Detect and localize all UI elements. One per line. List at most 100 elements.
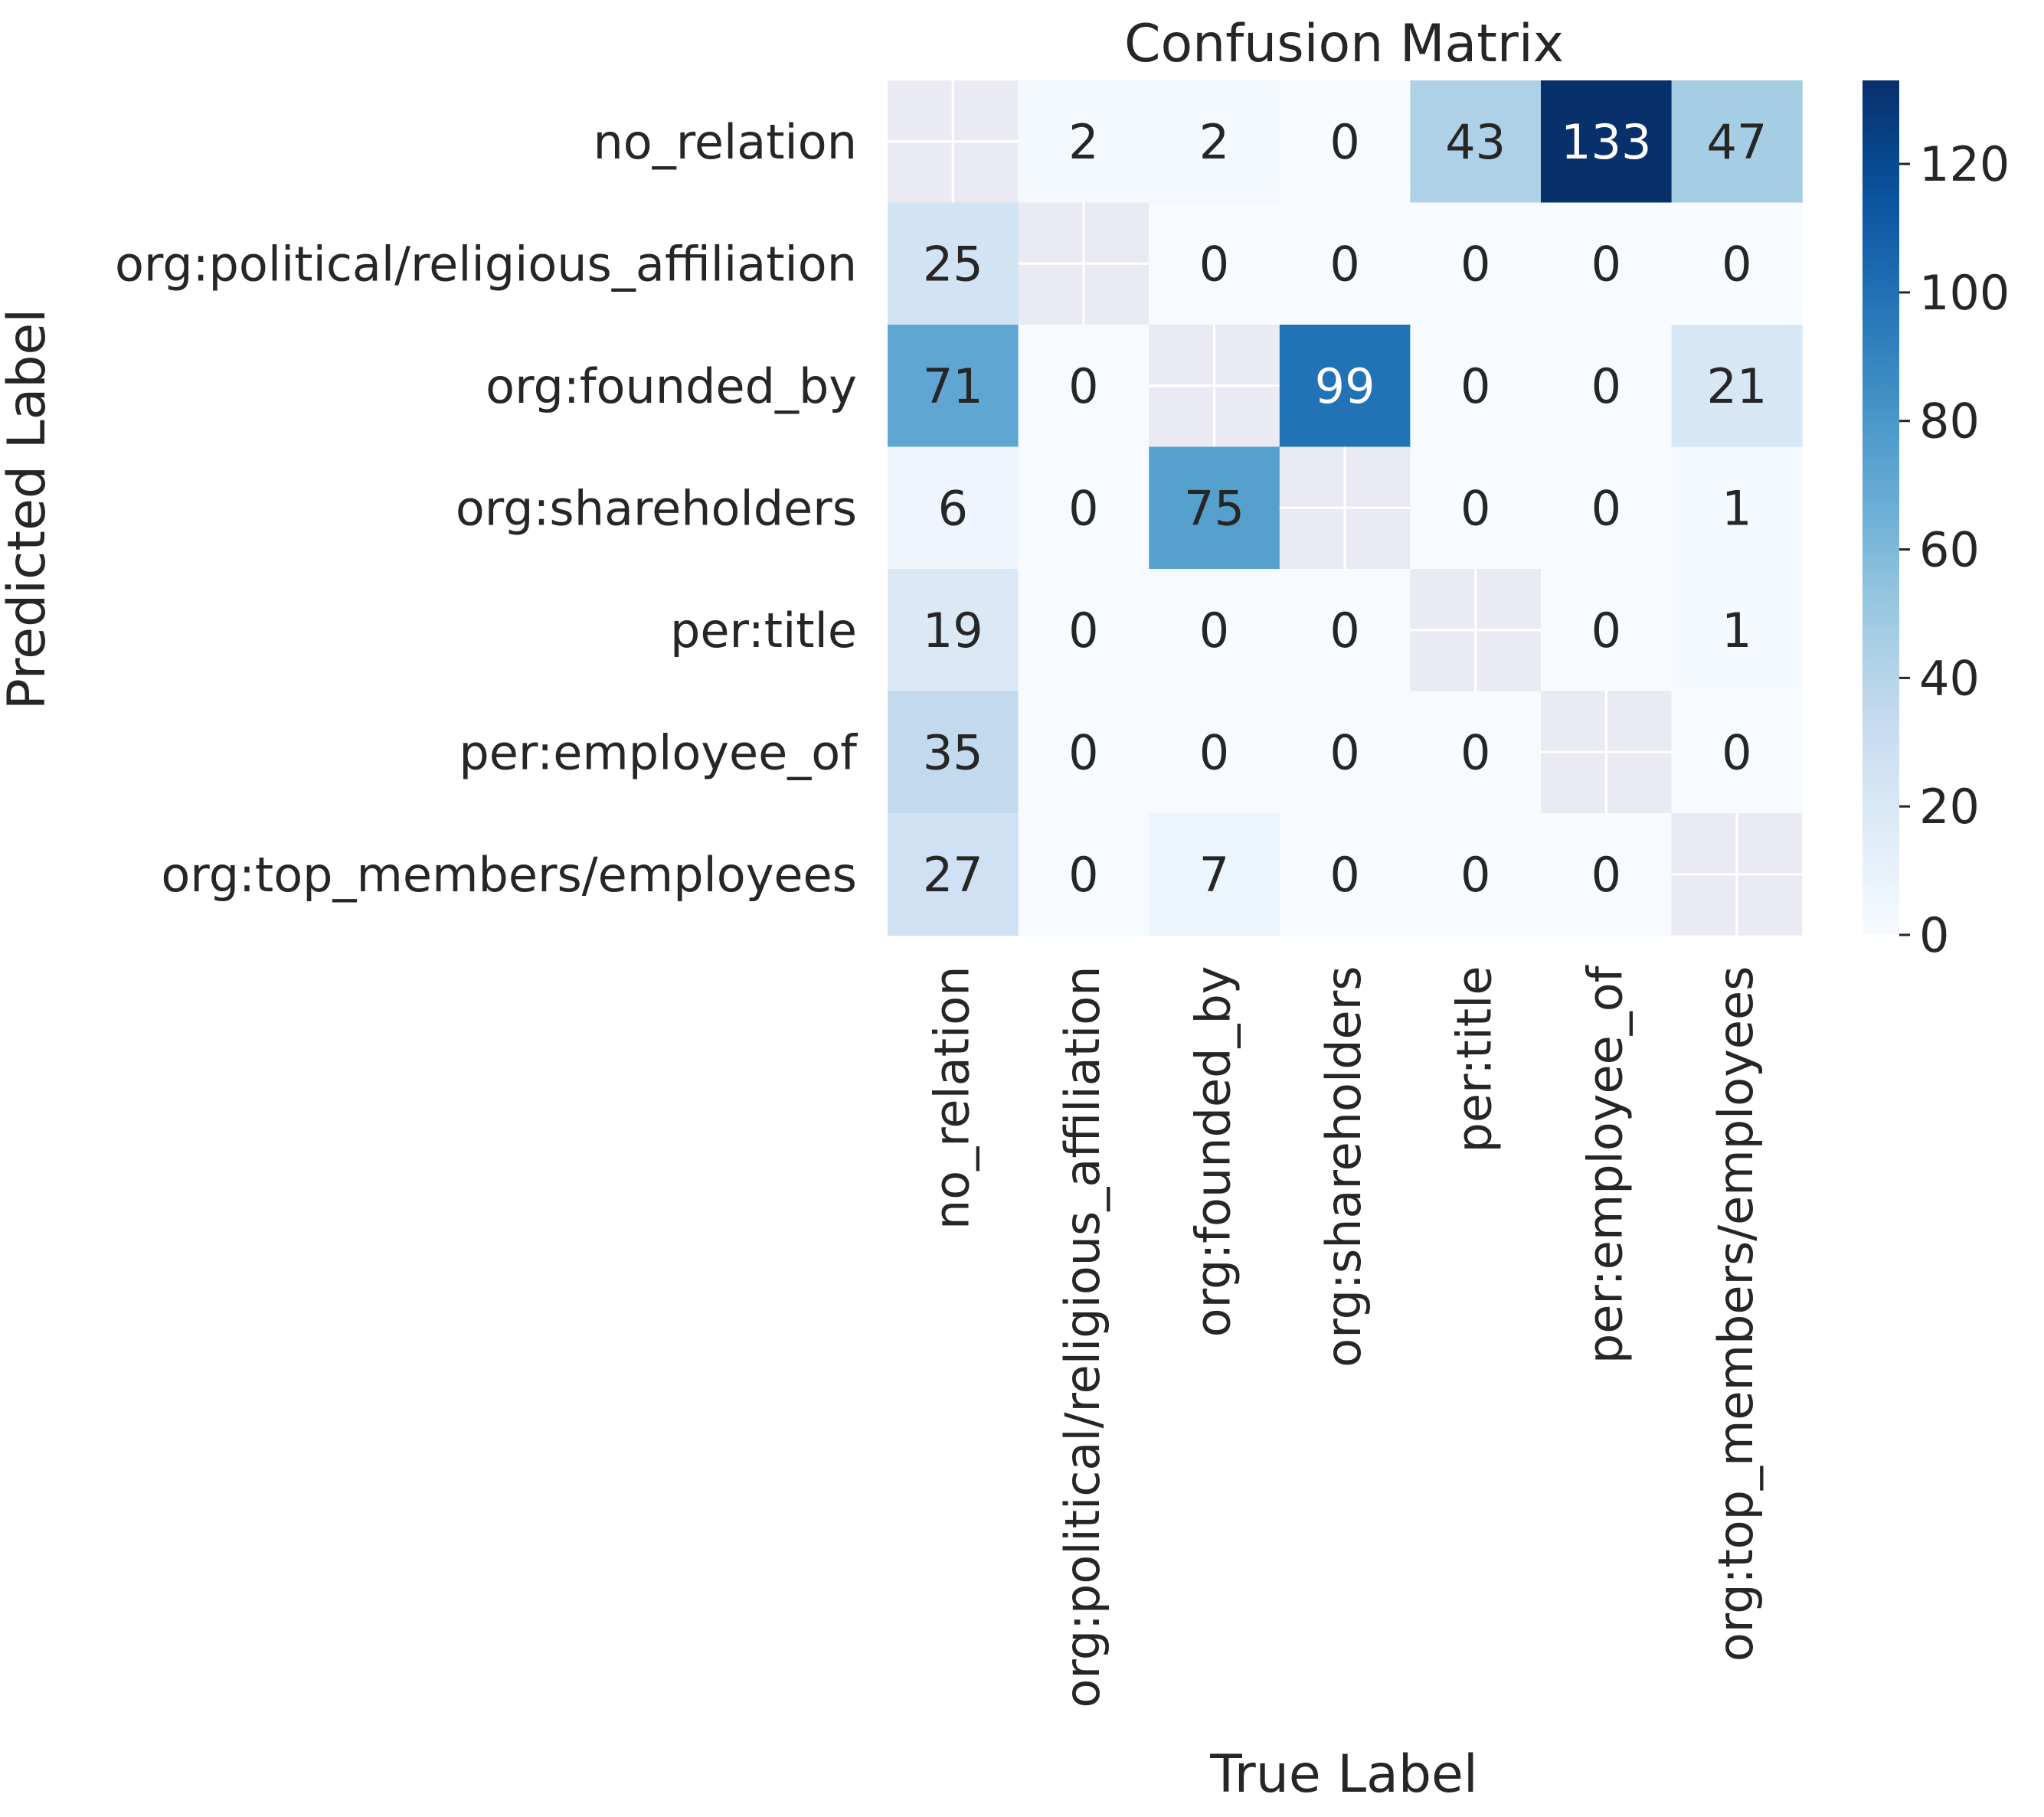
cell-value-label: 0 [1329, 724, 1359, 780]
heatmap-cell [1018, 325, 1150, 448]
heatmap-cell [888, 325, 1019, 448]
heatmap-cell [888, 202, 1019, 325]
cell-value-label: 25 [923, 236, 983, 292]
cell-value-label: 0 [1591, 847, 1621, 903]
heatmap-cell [1018, 691, 1150, 814]
x-tick-label: org:shareholders [1316, 966, 1372, 1368]
x-tick-label: no_relation [924, 966, 979, 1230]
y-axis-label: Predicted Label [0, 309, 57, 710]
heatmap-cell [1149, 202, 1280, 325]
cell-value-label: 21 [1706, 358, 1767, 414]
heatmap-cell [1410, 202, 1542, 325]
cell-value-label: 0 [1460, 480, 1490, 536]
x-tick-labels: no_relation org:political/religious_affil… [924, 964, 1764, 1708]
cell-value-label: 2 [1068, 114, 1098, 170]
heatmap-cell [888, 813, 1019, 936]
chart-title: Confusion Matrix [1124, 14, 1564, 74]
cell-value-label: 0 [1460, 847, 1490, 903]
x-tick-label: org:founded_by [1186, 966, 1241, 1338]
heatmap-cell [1410, 325, 1542, 448]
cell-value-label: 0 [1068, 358, 1098, 414]
cell-value-label: 0 [1199, 603, 1229, 658]
heatmap-cell [1279, 569, 1411, 692]
cell-value-label: 1 [1722, 603, 1751, 658]
cell-value-label: 0 [1591, 480, 1621, 536]
heatmap-cell [1279, 691, 1411, 814]
heatmap-cell [1149, 80, 1280, 204]
cell-value-label: 0 [1722, 236, 1751, 292]
cell-value-label: 0 [1329, 236, 1359, 292]
cell-value-label: 71 [923, 358, 983, 414]
heatmap-cell [1541, 446, 1673, 570]
heatmap-cell [1279, 325, 1411, 448]
colorbar-tick-label: 20 [1919, 779, 1980, 835]
y-tick-label: no_relation [594, 114, 857, 170]
colorbar-tick-label: 60 [1919, 522, 1980, 578]
cell-value-label: 0 [1329, 847, 1359, 903]
heatmap-cell [888, 691, 1019, 814]
colorbar-gradient [1862, 80, 1899, 935]
heatmap-cell [1279, 813, 1411, 936]
heatmap-cell [1671, 325, 1803, 448]
cell-value-label: 0 [1068, 847, 1098, 903]
heatmap-cell [1149, 569, 1280, 692]
heatmap-cell [1671, 691, 1803, 814]
heatmap-cell [1410, 813, 1542, 936]
colorbar: 0 20 40 60 80 100 120 [1862, 80, 2010, 963]
cell-value-label: 47 [1706, 114, 1767, 170]
cell-value-label: 43 [1445, 114, 1506, 170]
heatmap-cell [1018, 569, 1150, 692]
cell-value-label: 0 [1329, 603, 1359, 658]
heatmap-cell [1671, 446, 1803, 570]
heatmap-cell [1671, 569, 1803, 692]
x-tick-label: per:title [1447, 966, 1503, 1153]
cell-value-label: 0 [1068, 603, 1098, 658]
cell-value-label: 19 [923, 603, 983, 658]
x-axis-label: True Label [1209, 1744, 1478, 1805]
colorbar-tick-label: 100 [1919, 265, 2010, 321]
heatmap-cell [1541, 202, 1673, 325]
cell-value-label: 0 [1199, 236, 1229, 292]
heatmap-cell [1410, 80, 1542, 204]
cell-value-label: 35 [923, 724, 983, 780]
cell-value-label: 0 [1068, 480, 1098, 536]
heatmap-cell [1018, 813, 1150, 936]
cell-value-label: 0 [1722, 724, 1751, 780]
cell-value-label: 27 [923, 847, 983, 903]
heatmap-cell [1541, 80, 1673, 204]
heatmap-cell [1671, 80, 1803, 204]
cell-value-label: 0 [1460, 724, 1490, 780]
heatmap-cell [1018, 80, 1150, 204]
y-tick-label: per:title [670, 603, 857, 658]
heatmap-cell [1410, 446, 1542, 570]
cell-value-label: 7 [1199, 847, 1229, 903]
heatmap-cell [1671, 202, 1803, 325]
colorbar-tick-label: 40 [1919, 650, 1980, 706]
cell-value-label: 6 [938, 480, 968, 536]
y-tick-label: org:political/religious_affiliation [115, 236, 857, 292]
heatmap-cell [1018, 446, 1150, 570]
heatmap-cell [1541, 325, 1673, 448]
y-tick-label: org:shareholders [456, 480, 857, 536]
x-tick-label: per:employee_of [1577, 964, 1633, 1364]
heatmap-cell [1149, 446, 1280, 570]
cell-value-label: 133 [1561, 114, 1651, 170]
cell-value-label: 0 [1199, 724, 1229, 780]
colorbar-tick-label: 0 [1919, 907, 1949, 963]
heatmap-cell [1149, 691, 1280, 814]
cell-value-label: 0 [1591, 358, 1621, 414]
y-tick-labels: no_relation org:political/religious_affil… [115, 114, 858, 903]
heatmap-cell [1279, 80, 1411, 204]
cell-value-label: 0 [1329, 114, 1359, 170]
x-tick-label: org:top_members/employees [1708, 966, 1764, 1662]
heatmap-grid: 2 2 0 43 133 47 25 0 0 0 0 0 71 0 99 0 0 21 6 0 75 0 0 1 19 0 0 0 0 1… [888, 80, 1803, 936]
y-tick-label: org:founded_by [486, 358, 857, 414]
heatmap-cell [1541, 569, 1673, 692]
colorbar-tick-label: 120 [1919, 136, 2010, 192]
cell-value-label: 0 [1068, 724, 1098, 780]
cell-value-label: 99 [1315, 358, 1375, 414]
x-tick-label: org:political/religious_affiliation [1055, 966, 1110, 1708]
cell-value-label: 75 [1184, 480, 1244, 536]
cell-value-label: 2 [1199, 114, 1229, 170]
